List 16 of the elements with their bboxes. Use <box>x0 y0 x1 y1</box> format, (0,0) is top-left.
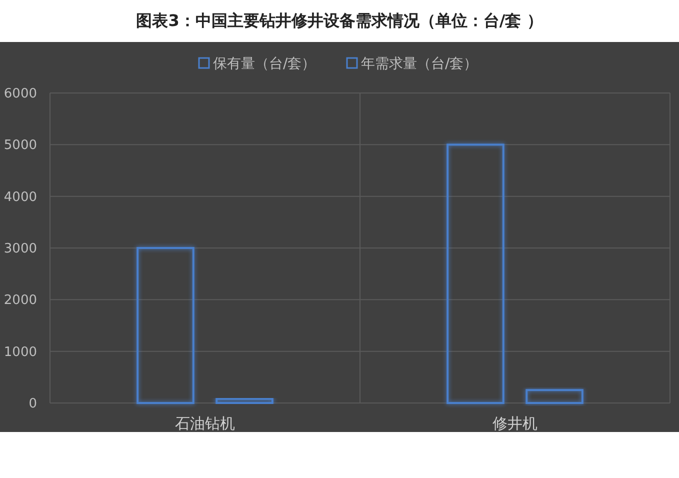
x-tick-label: 修井机 <box>492 414 538 432</box>
bar <box>216 398 274 404</box>
y-tick-label: 0 <box>28 396 37 412</box>
chart-title: 图表3：中国主要钻井修井设备需求情况（单位：台/套 ） <box>136 11 543 30</box>
y-tick-label: 5000 <box>4 138 37 154</box>
y-tick-label: 4000 <box>4 190 37 205</box>
bar <box>446 144 504 404</box>
y-tick-label: 6000 <box>4 86 37 102</box>
y-tick-label: 1000 <box>4 344 37 360</box>
y-tick-label: 3000 <box>4 242 37 257</box>
legend-label: 年需求量（台/套） <box>361 56 478 72</box>
bar <box>136 247 194 404</box>
y-tick-label: 2000 <box>4 293 37 308</box>
x-tick-label: 石油钻机 <box>175 414 235 432</box>
legend-label: 保有量（台/套） <box>213 56 316 72</box>
bar <box>526 389 584 404</box>
